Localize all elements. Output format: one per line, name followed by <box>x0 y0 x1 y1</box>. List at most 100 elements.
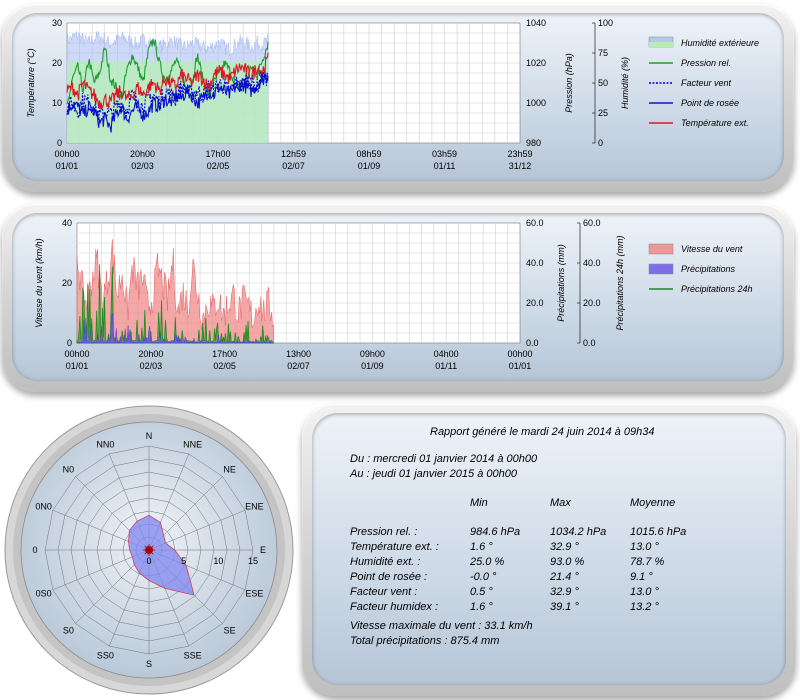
pressure-tick-label: 1040 <box>526 18 546 28</box>
report-row-min: 984.6 hPa <box>470 526 521 538</box>
rose-center-ray <box>148 545 154 551</box>
series-line <box>66 72 269 133</box>
report-row-max: 21.4 ° <box>550 571 579 583</box>
rain-tick-label: 60.0 <box>526 218 544 228</box>
report-row-label: Humidité ext. : <box>350 556 421 568</box>
x-tick-label: 13h00 <box>286 349 311 359</box>
report-panel: Rapport généré le mardi 24 juin 2014 à 0… <box>302 404 796 696</box>
temperature-chart-panel: 0 10 20 30 Température (°C) 980 1000 1020 1040 Pr… <box>2 4 794 192</box>
humidity-tick-label: 100 <box>598 18 613 28</box>
report-row-label: Facteur vent : <box>350 586 418 598</box>
x-tick-label: 17h00 <box>212 349 237 359</box>
report-to: Au : jeudi 01 janvier 2015 à 00h00 <box>350 468 517 480</box>
x-tick-label: 03h59 <box>432 149 457 159</box>
y-tick-label: 30 <box>52 18 62 28</box>
legend-swatch <box>649 42 673 47</box>
temperature-chart-inner: 0 10 20 30 Température (°C) 980 1000 1020 1040 Pr… <box>12 13 784 181</box>
wind-rain-chart-panel: 0 20 40 Vitesse du vent (km/h) 0.0 20.0 40.0 60… <box>2 204 794 392</box>
y-tick-label: 20 <box>62 278 72 288</box>
report-content: Rapport généré le mardi 24 juin 2014 à 0… <box>312 413 786 685</box>
legend-label: Vitesse du vent <box>681 244 743 254</box>
rose-center-ray <box>144 545 150 551</box>
y-axis-label: Vitesse du vent (km/h) <box>34 238 44 327</box>
x-tick-label: 02/07 <box>282 161 305 171</box>
direction-label: S0 <box>63 626 74 636</box>
x-tick-label: 09h00 <box>360 349 385 359</box>
x-tick-label: 02/05 <box>213 361 236 371</box>
report-col-mean: Moyenne <box>630 497 676 509</box>
report-col-min: Min <box>470 497 488 509</box>
series-wind-area <box>76 239 274 344</box>
report-row-max: 1034.2 hPa <box>550 526 607 538</box>
direction-label: E <box>260 545 266 555</box>
rain24-tick-label: 40.0 <box>583 258 601 268</box>
wind-rose-chart: 0 5 10 15 N NNE NE ENE E ESE SE SSE S SS0 S0 0S0 0 0N0 N0 N… <box>4 405 294 695</box>
report-from: Du : mercredi 01 janvier 2014 à 00h00 <box>350 453 538 465</box>
report-row-min: 0.5 ° <box>470 586 493 598</box>
pressure-tick-label: 1000 <box>526 98 546 108</box>
humidity-axis-label: Humidité (%) <box>620 57 630 109</box>
direction-label: N0 <box>63 464 75 474</box>
x-tick-label: 01/09 <box>361 361 384 371</box>
pressure-tick-label: 980 <box>526 138 541 148</box>
direction-label: NNE <box>183 440 202 450</box>
rain24-axis-label: Précipitations 24h (mm) <box>615 235 625 330</box>
legend-label: Point de rosée <box>681 98 739 108</box>
x-tick-label: 01/01 <box>56 161 79 171</box>
x-tick-label: 08h59 <box>356 149 381 159</box>
humidity-tick-label: 0 <box>598 138 603 148</box>
ring-label: 10 <box>213 556 223 566</box>
y-axis-label: Température (°C) <box>26 48 36 117</box>
x-tick-label: 02/03 <box>131 161 154 171</box>
report-row-mean: 1015.6 hPa <box>630 526 687 538</box>
direction-label: N <box>146 431 153 441</box>
report-max-wind: Vitesse maximale du vent : 33.1 km/h <box>350 620 533 632</box>
y-tick-label: 40 <box>62 218 72 228</box>
x-tick-label: 04h00 <box>434 349 459 359</box>
rose-data-polygon <box>128 514 195 596</box>
report-row-label: Pression rel. : <box>350 526 418 538</box>
report-title: Rapport généré le mardi 24 juin 2014 à 0… <box>430 426 655 438</box>
rose-center-ray <box>144 549 150 555</box>
direction-label: SS0 <box>97 650 114 660</box>
humidity-tick-label: 50 <box>598 78 608 88</box>
report-row-mean: 13.0 ° <box>630 541 659 553</box>
report-row-label: Température ext. : <box>350 541 439 553</box>
x-tick-label: 02/03 <box>140 361 163 371</box>
direction-label: S <box>146 659 152 669</box>
x-tick-label: 12h59 <box>281 149 306 159</box>
report-row-min: 1.6 ° <box>470 541 493 553</box>
legend-label: Humidité extérieure <box>681 38 759 48</box>
direction-label: SE <box>224 626 236 636</box>
rain-tick-label: 20.0 <box>526 298 544 308</box>
report-row-min: 25.0 % <box>470 556 505 568</box>
legend-swatch <box>648 243 674 255</box>
report-row-max: 32.9 ° <box>550 541 579 553</box>
direction-label: NN0 <box>96 440 114 450</box>
report-row-min: 1.6 ° <box>470 601 493 613</box>
report-row-mean: 9.1 ° <box>630 571 653 583</box>
report-row-label: Point de rosée : <box>350 571 428 583</box>
ring-label: 0 <box>146 556 151 566</box>
rain-tick-label: 40.0 <box>526 258 544 268</box>
series-rain24-area <box>76 264 275 344</box>
series-line <box>66 52 269 109</box>
x-tick-label: 17h00 <box>205 149 230 159</box>
report-row-mean: 13.0 ° <box>630 586 659 598</box>
legend-label: Température ext. <box>681 118 749 128</box>
x-tick-label: 00h00 <box>507 349 532 359</box>
direction-label: 0 <box>32 545 37 555</box>
report-row-max: 39.1 ° <box>550 601 579 613</box>
direction-label: ENE <box>245 501 264 511</box>
series-rain-area <box>76 313 274 344</box>
x-tick-label: 01/11 <box>434 161 456 171</box>
legend-label: Précipitations 24h <box>681 284 753 294</box>
direction-label: NE <box>223 464 236 474</box>
legend-label: Pression rel. <box>681 58 731 68</box>
x-tick-label: 01/11 <box>435 361 457 371</box>
report-row-max: 93.0 % <box>550 556 585 568</box>
x-tick-label: 01/01 <box>66 361 89 371</box>
ring-label: 5 <box>181 556 186 566</box>
report-total-rain: Total précipitations : 875.4 mm <box>350 635 500 647</box>
